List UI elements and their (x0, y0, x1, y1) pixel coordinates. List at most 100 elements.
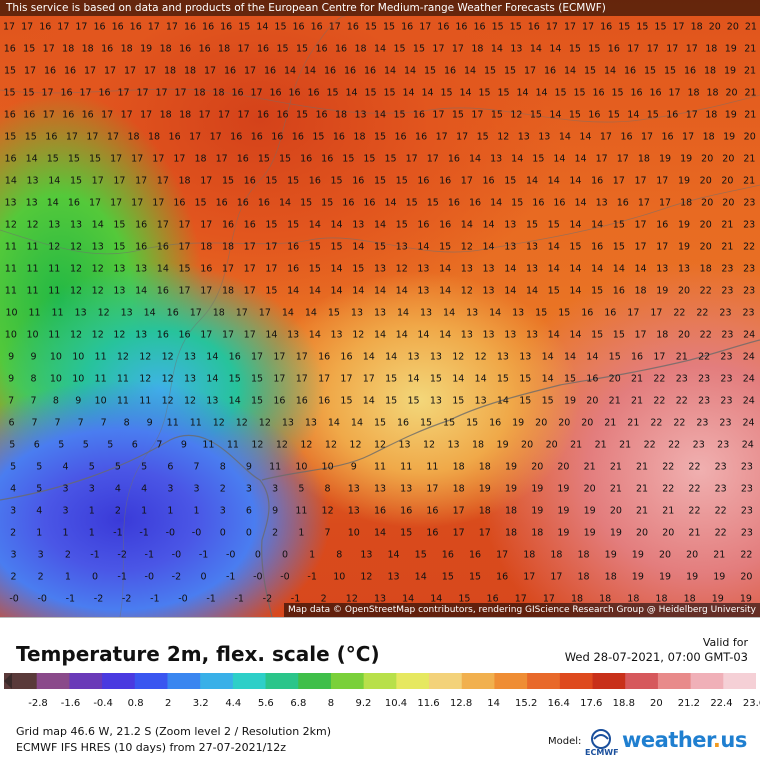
grid-value: 11 (94, 351, 107, 363)
grid-value: 7 (8, 395, 15, 407)
scale-tick-label: -2.8 (28, 698, 48, 709)
grid-value: 15 (573, 87, 586, 99)
grid-value: 13 (25, 197, 38, 209)
grid-value: 16 (415, 131, 428, 143)
grid-value: 20 (609, 505, 622, 517)
grid-value: 13 (460, 263, 473, 275)
grid-value: 17 (200, 285, 213, 297)
map-attribution[interactable]: Map data © OpenStreetMap contributors, r… (284, 603, 760, 617)
grid-value: 18 (200, 241, 213, 253)
grid-value: 14 (430, 593, 443, 605)
grid-value: 16 (400, 505, 413, 517)
grid-value: 14 (373, 43, 387, 55)
grid-value: 19 (583, 505, 596, 517)
grid-value: 17 (178, 285, 191, 297)
scale-tick-label: 3.2 (192, 698, 209, 709)
grid-value: 19 (140, 43, 153, 55)
grid-value: 20 (545, 439, 558, 451)
grid-value: 18 (683, 593, 696, 605)
grid-value: 17 (426, 483, 439, 495)
grid-value: 16 (291, 131, 304, 143)
grid-value: 16 (532, 197, 545, 209)
grid-value: 13 (417, 263, 430, 275)
grid-value: 23 (696, 417, 709, 429)
grid-value: 17 (666, 43, 679, 55)
scale-swatch (592, 673, 626, 689)
grid-value: 15 (3, 65, 17, 77)
grid-value: 4 (36, 505, 43, 517)
grid-value: 18 (478, 505, 491, 517)
grid-value: 21 (604, 417, 617, 429)
grid-value: 14 (350, 417, 364, 429)
grid-value: 11 (202, 439, 215, 451)
grid-value: 17 (419, 21, 432, 33)
grid-value: 13 (69, 219, 83, 231)
grid-value: 20 (722, 153, 735, 165)
grid-value: 17 (405, 153, 418, 165)
grid-value: 14 (525, 285, 539, 297)
grid-value: 9 (350, 461, 357, 473)
grid-value: 14 (569, 219, 582, 231)
grid-value: 18 (452, 483, 465, 495)
grid-value: 15 (296, 43, 309, 55)
grid-value: 8 (336, 549, 343, 561)
grid-value: 17 (221, 263, 235, 275)
grid-value: 14 (352, 241, 365, 253)
grid-value: 16 (496, 571, 509, 583)
grid-value: 14 (612, 263, 625, 275)
grid-value: 23 (743, 285, 756, 297)
grid-value: 15 (373, 131, 387, 143)
grid-value: 17 (103, 65, 117, 77)
grid-value: 15 (547, 219, 560, 231)
grid-value: 15 (451, 109, 464, 121)
grid-value: 16 (607, 43, 620, 55)
grid-value: 15 (251, 373, 264, 385)
grid-value: 21 (636, 483, 649, 495)
grid-value: 2 (10, 571, 17, 583)
grid-value: 16 (63, 65, 77, 77)
grid-value: 22 (699, 329, 712, 341)
temperature-map[interactable]: This service is based on data and produc… (0, 0, 760, 617)
grid-value: 19 (496, 439, 509, 451)
grid-value: 13 (656, 263, 669, 275)
grid-value: 22 (696, 307, 709, 319)
grid-value: 19 (478, 483, 491, 495)
grid-value: 14 (504, 263, 517, 275)
grid-value: 19 (512, 417, 525, 429)
grid-value: 17 (265, 241, 278, 253)
grid-value: 20 (701, 197, 714, 209)
grid-value: 22 (699, 285, 712, 297)
scale-arrow-left (4, 673, 12, 689)
grid-value: 5 (88, 461, 95, 473)
grid-value: 16 (315, 109, 328, 121)
grid-value: 13 (350, 307, 364, 319)
grid-value: 19 (531, 483, 544, 495)
grid-value: 19 (724, 43, 737, 55)
grid-value: 12 (324, 439, 337, 451)
grid-value: 15 (274, 21, 287, 33)
grid-value: 14 (414, 571, 427, 583)
grid-value: 14 (48, 175, 61, 187)
grid-value: 13 (474, 395, 487, 407)
grid-value: 13 (206, 395, 219, 407)
grid-value: 12 (91, 285, 104, 297)
weather-us-logo[interactable]: weather.us (622, 728, 747, 752)
grid-value: 17 (627, 307, 640, 319)
grid-value: 21 (609, 483, 622, 495)
grid-value: 16 (661, 131, 674, 143)
valid-for-label: Valid for (702, 636, 748, 649)
grid-value: 15 (296, 109, 309, 121)
grid-value: 15 (22, 87, 35, 99)
grid-value: 11 (116, 395, 129, 407)
grid-value: 12 (69, 241, 83, 253)
grid-value: 12 (116, 351, 129, 363)
grid-value: 15 (393, 109, 406, 121)
grid-value: 14 (591, 219, 604, 231)
grid-value: 17 (595, 153, 608, 165)
grid-value: 22 (673, 417, 686, 429)
grid-value: 17 (235, 307, 248, 319)
grid-value: 14 (46, 197, 59, 209)
grid-value: 12 (460, 285, 473, 297)
grid-value: 14 (308, 329, 321, 341)
grid-value: 18 (148, 131, 161, 143)
